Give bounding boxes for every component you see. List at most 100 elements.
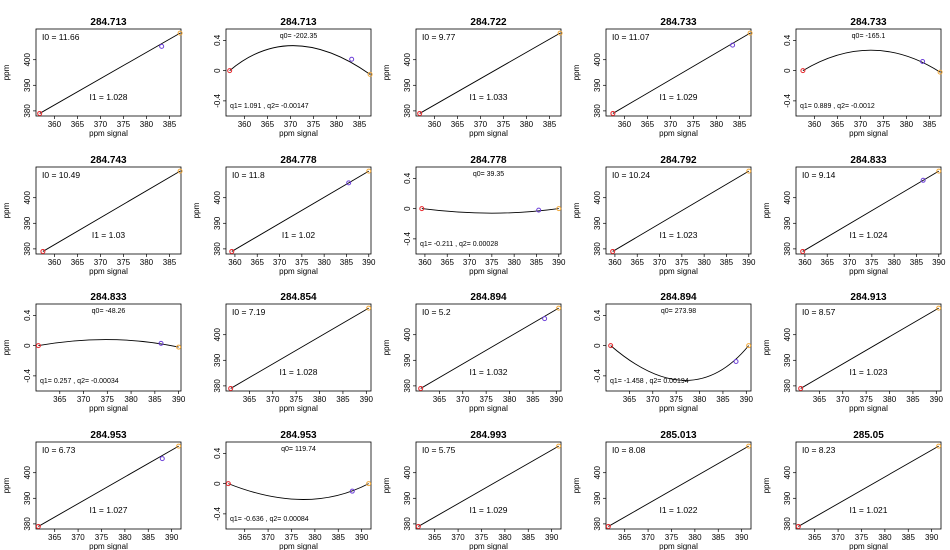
- x-tick-label: 385: [530, 258, 544, 267]
- x-tick-label: 375: [675, 258, 689, 267]
- x-tick-label: 365: [71, 120, 85, 129]
- chart-panel: 284.733 360 365 370 375 380 385 -0.4 0 0.4 ppm sig…: [760, 0, 950, 138]
- x-tick-label: 385: [923, 120, 937, 129]
- x-tick-label: 380: [520, 120, 534, 129]
- y-axis-label: ppm: [762, 339, 771, 355]
- data-point: [936, 168, 942, 174]
- annotation-text: q0= -202.35: [280, 33, 318, 40]
- fit-line: [420, 307, 559, 389]
- annotation-text: I0 = 9.14: [802, 170, 836, 180]
- y-tick-label: 390: [23, 491, 32, 505]
- x-axis-label: ppm signal: [659, 542, 698, 550]
- x-tick-label: 385: [733, 120, 747, 129]
- fit-curve: [229, 45, 371, 75]
- fit-line: [418, 445, 559, 527]
- chart-panel: 284.792 360 365 370 375 380 385 390 380 390 400 ppm…: [570, 138, 760, 276]
- data-point: [229, 248, 235, 254]
- plot-frame: [225, 303, 372, 392]
- x-tick-label: 360: [608, 258, 622, 267]
- x-tick-label: 370: [71, 533, 85, 542]
- x-tick-label: 375: [307, 120, 321, 129]
- x-tick-label: 380: [900, 120, 914, 129]
- x-tick-label: 365: [441, 258, 455, 267]
- x-tick-label: 365: [433, 395, 447, 404]
- x-axis-label: ppm signal: [89, 267, 128, 276]
- x-tick-label: 370: [261, 533, 275, 542]
- x-axis-label: ppm signal: [89, 542, 128, 550]
- x-axis-label: ppm signal: [659, 267, 698, 276]
- x-tick-label: 390: [362, 258, 376, 267]
- y-tick-label: -0.4: [213, 506, 222, 520]
- x-axis-label: ppm signal: [469, 542, 508, 550]
- x-tick-label: 375: [497, 120, 511, 129]
- y-tick-label: 0: [403, 205, 412, 210]
- data-point: [746, 343, 752, 349]
- data-point: [746, 168, 752, 174]
- chart-title: 284.913: [850, 292, 887, 303]
- chart-svg: 284.743 360 365 370 375 380 385 380 390 400 ppm si…: [2, 155, 183, 276]
- y-tick-label: 380: [593, 516, 602, 530]
- data-point: [35, 523, 41, 529]
- x-tick-label: 390: [742, 258, 756, 267]
- chart-svg: 284.713 360 365 370 375 380 385 380 390 400 ppm si…: [2, 17, 183, 138]
- fit-line: [39, 32, 181, 114]
- x-tick-label: 365: [48, 533, 62, 542]
- annotation-text: I1 = 1.02: [282, 230, 316, 240]
- y-tick-label: 390: [593, 216, 602, 230]
- x-tick-label: 375: [95, 533, 109, 542]
- x-tick-label: 385: [543, 120, 557, 129]
- x-axis-label: ppm signal: [849, 542, 888, 550]
- fit-line: [800, 307, 939, 389]
- x-tick-label: 375: [101, 395, 115, 404]
- x-tick-label: 375: [687, 120, 701, 129]
- chart-svg: 284.913 365 370 375 380 385 390 380 390 400 ppm si…: [762, 292, 944, 413]
- y-tick-label: 400: [593, 52, 602, 66]
- x-tick-label: 365: [808, 533, 822, 542]
- data-point: [795, 523, 801, 529]
- x-tick-label: 385: [712, 533, 726, 542]
- x-tick-label: 365: [243, 395, 257, 404]
- annotation-text: q0= 119.74: [281, 446, 316, 453]
- chart-title: 284.792: [660, 155, 697, 166]
- y-tick-label: 0: [213, 480, 222, 485]
- chart-title: 284.778: [470, 155, 507, 166]
- annotation-text: I1 = 1.028: [279, 367, 317, 377]
- chart-title: 284.894: [470, 292, 507, 303]
- y-tick-label: 400: [403, 465, 412, 479]
- x-tick-label: 380: [330, 120, 344, 129]
- fit-line: [42, 170, 181, 252]
- chart-svg: 284.778 360 365 370 375 380 385 390 380 390 400 ppm…: [192, 155, 376, 276]
- x-tick-label: 380: [124, 395, 138, 404]
- y-tick-label: 0.4: [213, 447, 222, 459]
- x-tick-label: 380: [498, 533, 512, 542]
- y-tick-label: 390: [783, 216, 792, 230]
- data-point: [937, 69, 943, 75]
- data-point: [605, 523, 611, 529]
- x-tick-label: 365: [623, 395, 637, 404]
- fit-line: [38, 445, 179, 527]
- annotation-text: I1 = 1.024: [849, 230, 887, 240]
- x-tick-label: 360: [428, 120, 442, 129]
- x-tick-label: 390: [735, 533, 749, 542]
- x-tick-label: 360: [618, 120, 632, 129]
- x-tick-label: 365: [821, 258, 835, 267]
- data-point: [366, 168, 372, 174]
- chart-svg: 284.722 360 365 370 375 380 385 380 390 400 ppm si…: [382, 17, 563, 138]
- annotation-text: I1 = 1.027: [89, 505, 127, 515]
- data-point: [733, 358, 739, 364]
- plot-frame: [225, 441, 372, 529]
- y-tick-label: 400: [783, 190, 792, 204]
- data-point: [730, 42, 736, 48]
- x-tick-label: 390: [740, 395, 754, 404]
- y-axis-label: ppm: [382, 477, 391, 493]
- data-point: [557, 30, 563, 36]
- plot-frame: [605, 28, 752, 117]
- x-tick-label: 385: [526, 395, 540, 404]
- x-tick-label: 365: [53, 395, 67, 404]
- y-axis-label: ppm: [762, 202, 771, 218]
- y-tick-label: 390: [593, 491, 602, 505]
- data-point: [366, 305, 372, 311]
- x-tick-label: 385: [332, 533, 346, 542]
- chart-svg: 285.013 365 370 375 380 385 390 380 390 400 ppm si…: [572, 430, 752, 550]
- x-tick-label: 375: [117, 258, 131, 267]
